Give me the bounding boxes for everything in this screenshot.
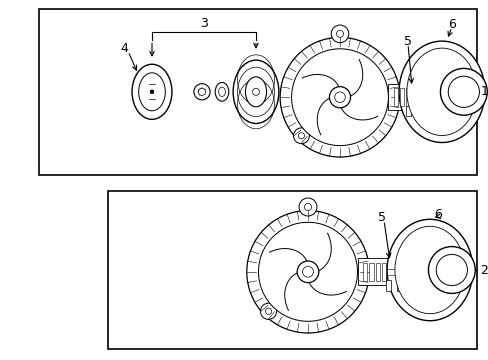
Bar	[375, 263, 379, 281]
Bar	[405, 89, 409, 106]
Text: 6: 6	[447, 18, 455, 31]
Circle shape	[336, 30, 343, 37]
Circle shape	[302, 266, 313, 277]
Circle shape	[258, 222, 357, 321]
Bar	[368, 263, 373, 281]
Circle shape	[447, 76, 478, 107]
Circle shape	[298, 133, 304, 139]
Ellipse shape	[386, 219, 472, 321]
Ellipse shape	[132, 64, 172, 120]
Circle shape	[329, 87, 350, 108]
Text: 5: 5	[403, 35, 411, 48]
Circle shape	[260, 303, 276, 319]
Text: 5: 5	[377, 211, 385, 224]
Bar	[416, 106, 421, 116]
Bar	[357, 258, 391, 285]
Text: 2: 2	[479, 264, 487, 276]
Ellipse shape	[406, 48, 476, 135]
Ellipse shape	[245, 77, 266, 107]
Bar	[386, 280, 391, 291]
Circle shape	[427, 247, 474, 293]
Circle shape	[435, 255, 467, 285]
Ellipse shape	[218, 87, 225, 96]
Bar	[39, 9, 476, 175]
Ellipse shape	[233, 60, 278, 123]
Ellipse shape	[215, 82, 228, 101]
Bar	[406, 106, 410, 116]
Ellipse shape	[398, 41, 484, 143]
Circle shape	[298, 198, 316, 216]
Circle shape	[265, 308, 271, 314]
Circle shape	[297, 261, 318, 283]
Text: 4: 4	[120, 42, 128, 55]
Bar	[411, 89, 416, 106]
Text: 3: 3	[200, 17, 207, 30]
Bar	[387, 84, 421, 111]
Circle shape	[330, 25, 348, 42]
Bar	[393, 89, 397, 106]
Ellipse shape	[394, 226, 464, 314]
Circle shape	[293, 128, 309, 144]
Circle shape	[194, 84, 210, 100]
Circle shape	[440, 68, 486, 115]
Bar	[362, 263, 366, 281]
Circle shape	[280, 37, 399, 157]
Circle shape	[246, 211, 368, 333]
Bar	[386, 265, 401, 282]
Circle shape	[198, 88, 205, 95]
Bar	[399, 89, 404, 106]
Circle shape	[150, 90, 154, 94]
Circle shape	[304, 203, 311, 211]
Circle shape	[252, 88, 259, 95]
Bar	[107, 191, 476, 349]
Bar	[396, 280, 401, 291]
Circle shape	[291, 49, 387, 145]
Text: 1: 1	[479, 85, 487, 98]
Bar	[406, 90, 421, 108]
Circle shape	[334, 92, 345, 103]
Ellipse shape	[139, 73, 165, 111]
Bar	[381, 263, 386, 281]
Text: 6: 6	[433, 208, 441, 221]
